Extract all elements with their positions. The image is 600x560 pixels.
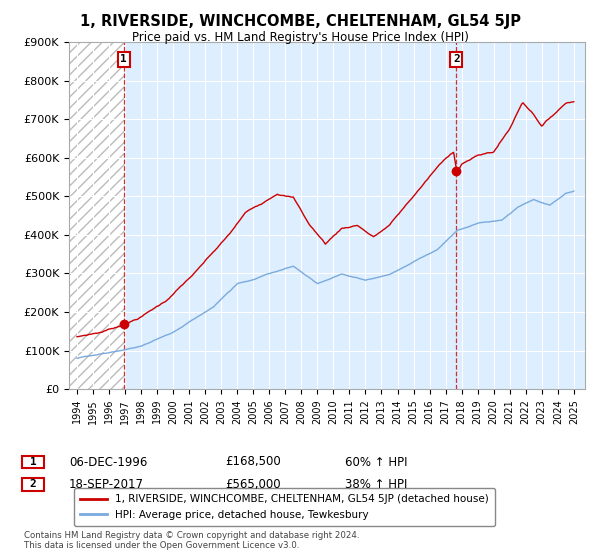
Text: 60% ↑ HPI: 60% ↑ HPI: [345, 455, 407, 469]
Text: £168,500: £168,500: [225, 455, 281, 469]
Text: £565,000: £565,000: [225, 478, 281, 491]
Text: Price paid vs. HM Land Registry's House Price Index (HPI): Price paid vs. HM Land Registry's House …: [131, 31, 469, 44]
Text: 06-DEC-1996: 06-DEC-1996: [69, 455, 148, 469]
Text: 1, RIVERSIDE, WINCHCOMBE, CHELTENHAM, GL54 5JP: 1, RIVERSIDE, WINCHCOMBE, CHELTENHAM, GL…: [79, 14, 521, 29]
Bar: [69, 42, 124, 389]
Legend: 1, RIVERSIDE, WINCHCOMBE, CHELTENHAM, GL54 5JP (detached house), HPI: Average pr: 1, RIVERSIDE, WINCHCOMBE, CHELTENHAM, GL…: [74, 488, 495, 526]
Text: Contains HM Land Registry data © Crown copyright and database right 2024.
This d: Contains HM Land Registry data © Crown c…: [24, 530, 359, 550]
Text: 2: 2: [29, 479, 37, 489]
Text: 1: 1: [29, 457, 37, 467]
Text: 1: 1: [121, 54, 127, 64]
Text: 18-SEP-2017: 18-SEP-2017: [69, 478, 144, 491]
Text: 38% ↑ HPI: 38% ↑ HPI: [345, 478, 407, 491]
Text: 2: 2: [453, 54, 460, 64]
